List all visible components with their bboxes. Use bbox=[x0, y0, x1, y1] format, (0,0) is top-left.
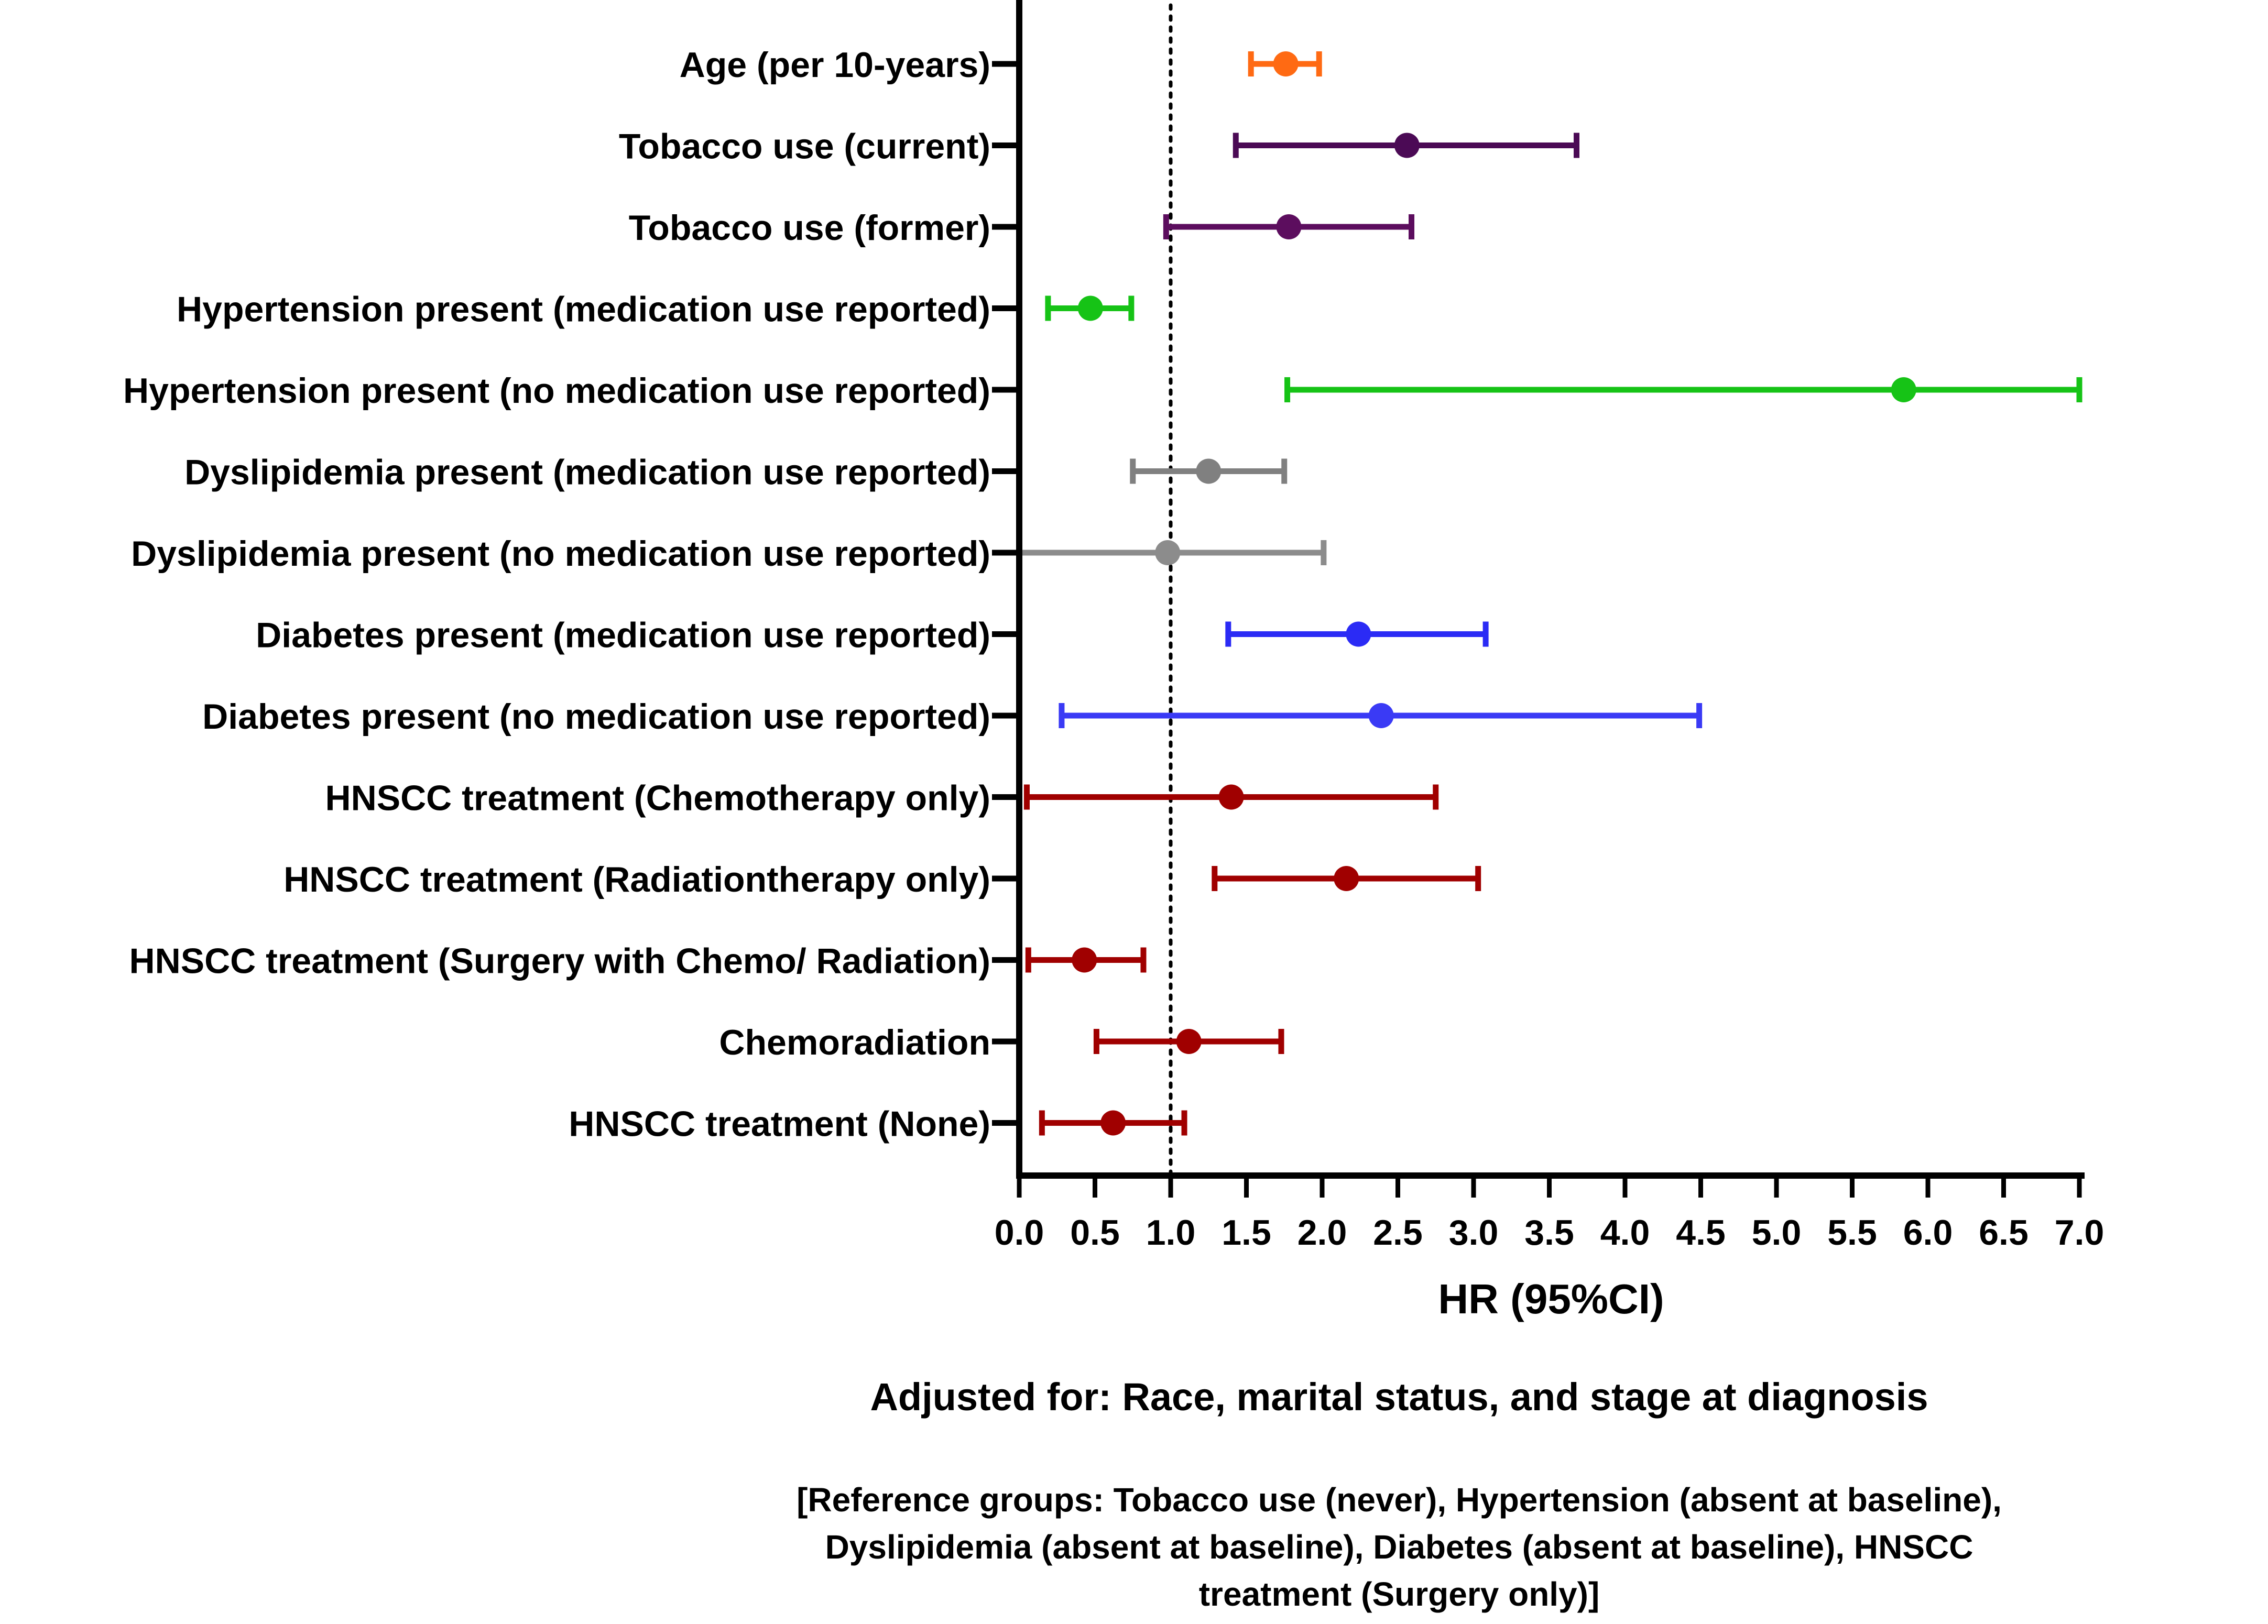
hr-point-row-5 bbox=[1891, 377, 1916, 402]
row-label-row-14: HNSCC treatment (None) bbox=[569, 1104, 990, 1144]
x-axis-label: HR (95%CI) bbox=[1438, 1276, 1664, 1322]
x-tick-label-3.0: 3.0 bbox=[1449, 1213, 1499, 1253]
hr-point-row-11 bbox=[1334, 866, 1359, 891]
hr-point-row-1 bbox=[1273, 51, 1299, 76]
row-label-row-13: Chemoradiation bbox=[719, 1023, 990, 1062]
hr-point-row-6 bbox=[1196, 458, 1222, 484]
x-tick-label-1.5: 1.5 bbox=[1222, 1213, 1271, 1253]
hr-point-row-10 bbox=[1218, 784, 1244, 810]
hr-point-row-8 bbox=[1346, 621, 1371, 647]
forest-plot: 0.0 0.5 1.0 1.5 2.0 2.5 3.0 3.5 4.0 4.5 5.0 5.5 6.0 6… bbox=[123, 0, 2105, 1322]
adjustment-note: Adjusted for: Race, marital status, and … bbox=[870, 1375, 1928, 1419]
row-label-row-5: Hypertension present (no medication use … bbox=[123, 371, 990, 411]
x-tick-label-2.5: 2.5 bbox=[1373, 1213, 1423, 1253]
x-tick-label-0.5: 0.5 bbox=[1070, 1213, 1120, 1253]
hr-point-row-9 bbox=[1368, 703, 1394, 728]
x-tick-label-0.0: 0.0 bbox=[995, 1213, 1044, 1253]
x-tick-label-4.0: 4.0 bbox=[1600, 1213, 1650, 1253]
row-label-row-12: HNSCC treatment (Surgery with Chemo/ Rad… bbox=[129, 941, 991, 981]
row-label-row-11: HNSCC treatment (Radiationtherapy only) bbox=[284, 860, 990, 899]
x-tick-label-5.0: 5.0 bbox=[1752, 1213, 1802, 1253]
hr-point-row-3 bbox=[1276, 214, 1302, 239]
hr-point-row-12 bbox=[1072, 947, 1097, 973]
row-label-row-6: Dyslipidemia present (medication use rep… bbox=[184, 453, 990, 492]
x-tick-label-6.5: 6.5 bbox=[1979, 1213, 2029, 1253]
hr-point-row-13 bbox=[1176, 1029, 1202, 1054]
x-tick-label-6.0: 6.0 bbox=[1903, 1213, 1953, 1253]
row-label-row-7: Dyslipidemia present (no medication use … bbox=[131, 534, 990, 574]
row-label-row-1: Age (per 10-years) bbox=[680, 45, 990, 85]
x-tick-label-1.0: 1.0 bbox=[1146, 1213, 1196, 1253]
x-tick-label-2.0: 2.0 bbox=[1297, 1213, 1347, 1253]
hr-point-row-4 bbox=[1077, 295, 1103, 321]
row-label-row-4: Hypertension present (medication use rep… bbox=[177, 290, 990, 330]
hr-point-row-2 bbox=[1394, 133, 1420, 158]
hr-point-row-14 bbox=[1100, 1110, 1126, 1136]
row-label-row-2: Tobacco use (current) bbox=[619, 127, 990, 167]
reference-groups-note: [Reference groups: Tobacco use (never), … bbox=[797, 1481, 2002, 1613]
x-tick-label-7.0: 7.0 bbox=[2055, 1213, 2105, 1253]
hr-point-row-7 bbox=[1155, 540, 1181, 565]
row-label-row-8: Diabetes present (medication use reporte… bbox=[256, 616, 990, 655]
row-label-row-10: HNSCC treatment (Chemotherapy only) bbox=[325, 778, 991, 818]
x-tick-label-5.5: 5.5 bbox=[1827, 1213, 1877, 1253]
x-tick-label-3.5: 3.5 bbox=[1524, 1213, 1574, 1253]
x-tick-label-4.5: 4.5 bbox=[1676, 1213, 1726, 1253]
row-label-row-9: Diabetes present (no medication use repo… bbox=[202, 697, 990, 737]
row-label-row-3: Tobacco use (former) bbox=[629, 208, 990, 248]
